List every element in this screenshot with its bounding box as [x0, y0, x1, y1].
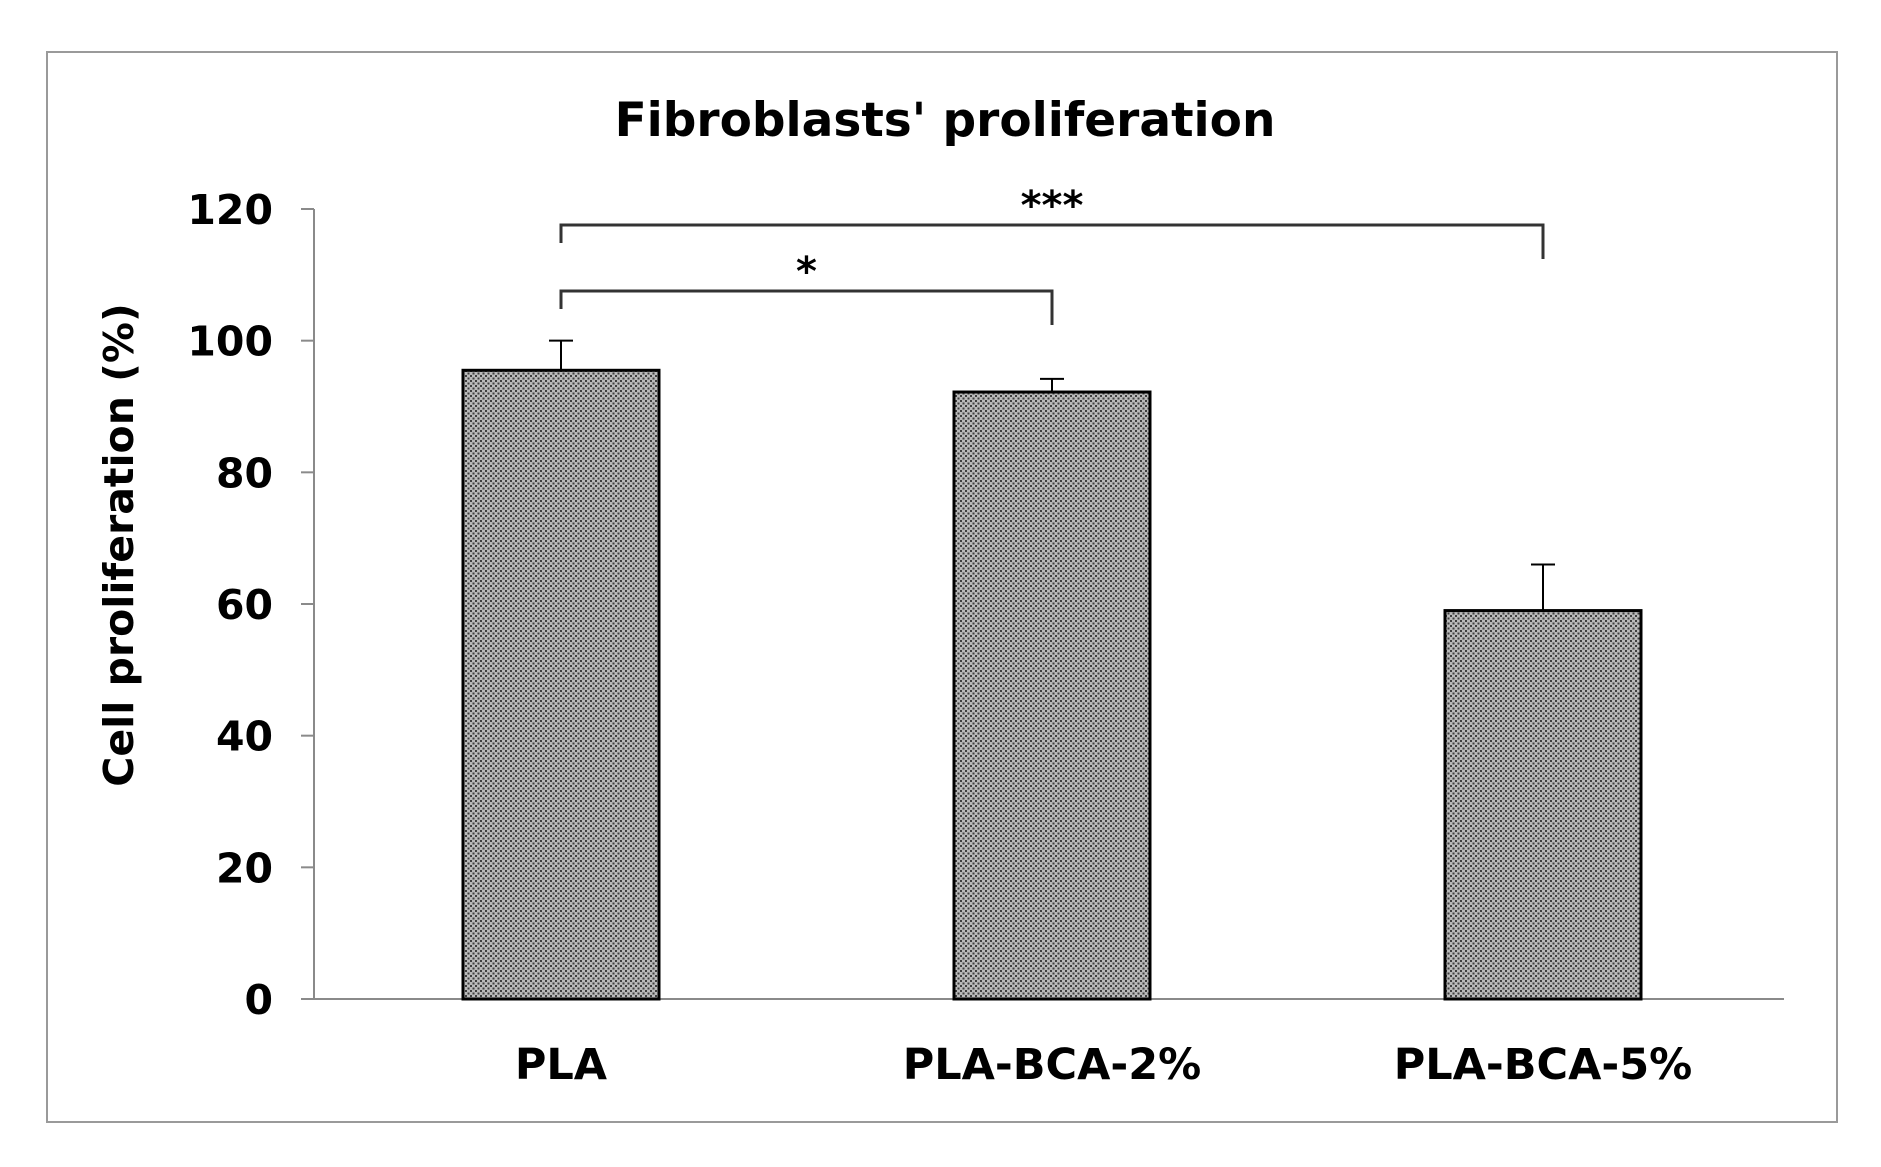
x-tick-label: PLA-BCA-2% [903, 1040, 1202, 1090]
significance-brackets: **** [559, 183, 1545, 325]
bar [461, 368, 661, 1001]
significance-label: * [796, 249, 817, 295]
significance-bracket [559, 289, 1054, 325]
significance-label: *** [1021, 183, 1084, 229]
y-tick-label: 0 [244, 976, 273, 1024]
y-tick-label: 40 [216, 713, 273, 761]
y-tick-label: 60 [216, 581, 273, 629]
x-tick-labels: PLA PLA-BCA-2% PLA-BCA-5% [515, 1040, 1692, 1090]
bars [461, 368, 1643, 1001]
y-ticks: 0 20 40 60 80 100 120 [187, 186, 314, 1024]
y-tick-label: 20 [216, 844, 273, 892]
x-tick-label: PLA-BCA-5% [1394, 1040, 1693, 1090]
y-tick-label: 120 [187, 186, 273, 234]
chart-title: Fibroblasts' proliferation [615, 93, 1276, 148]
y-axis-label: Cell proliferation (%) [95, 303, 143, 787]
y-tick-label: 100 [187, 318, 273, 366]
error-bars [549, 339, 1555, 611]
bar [1443, 609, 1643, 1001]
bar [952, 390, 1152, 1001]
x-tick-label: PLA [515, 1040, 608, 1090]
y-tick-label: 80 [216, 449, 273, 497]
significance-bracket [559, 223, 1545, 259]
